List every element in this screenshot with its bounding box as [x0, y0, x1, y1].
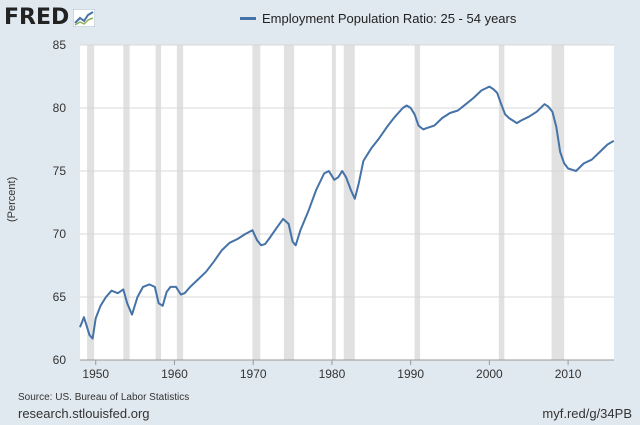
- y-tick-label: 60: [53, 353, 67, 367]
- recession-band: [123, 45, 130, 360]
- y-tick-label: 65: [53, 290, 67, 304]
- short-link[interactable]: myf.red/g/34PB: [542, 406, 632, 421]
- legend-series-name: Employment Population Ratio: 25 - 54 yea…: [262, 11, 517, 26]
- recession-band: [551, 45, 565, 360]
- legend-swatch: [240, 17, 256, 20]
- recession-band: [343, 45, 355, 360]
- recession-band: [414, 45, 421, 360]
- fred-logo-text: FRED: [4, 5, 70, 30]
- x-tick-label: 2010: [555, 367, 582, 381]
- recession-band: [498, 45, 505, 360]
- fred-logo[interactable]: FRED: [4, 5, 96, 30]
- y-axis-label: (Percent): [6, 176, 18, 222]
- recession-band: [87, 45, 95, 360]
- recession-band: [252, 45, 261, 360]
- series-line: [79, 85, 615, 340]
- recession-band: [283, 45, 295, 360]
- recession-band: [331, 45, 336, 360]
- x-tick-label: 1970: [240, 367, 267, 381]
- y-tick-label: 85: [53, 38, 67, 52]
- x-tick-label: 1980: [319, 367, 346, 381]
- recession-band: [155, 45, 162, 360]
- fred-graph-icon: [73, 8, 96, 27]
- recession-band: [176, 45, 184, 360]
- source-note: Source: US. Bureau of Labor Statistics: [18, 392, 190, 403]
- x-tick-label: 1950: [82, 367, 109, 381]
- site-link[interactable]: research.stlouisfed.org: [18, 406, 150, 421]
- x-tick-label: 2000: [476, 367, 503, 381]
- chart-legend: Employment Population Ratio: 25 - 54 yea…: [240, 11, 516, 26]
- y-tick-label: 75: [53, 164, 67, 178]
- y-tick-label: 80: [53, 101, 67, 115]
- x-tick-label: 1990: [397, 367, 424, 381]
- x-tick-label: 1960: [161, 367, 188, 381]
- y-tick-label: 70: [53, 227, 67, 241]
